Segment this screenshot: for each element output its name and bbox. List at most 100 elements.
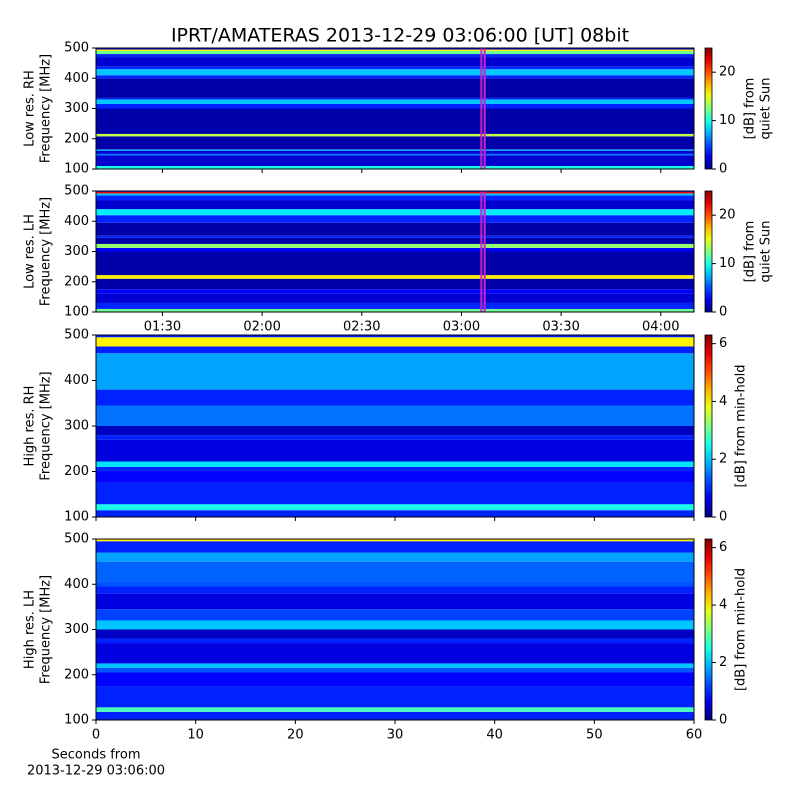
y-axis-label: Frequency [MHz]	[39, 371, 54, 480]
spectrum-band	[96, 165, 694, 169]
spectrum-band	[96, 69, 694, 76]
colorbar-label: [dB] from min-hold	[734, 568, 749, 691]
spectrum-band	[96, 586, 694, 594]
y-axis-label: Frequency [MHz]	[39, 197, 54, 306]
spectrum-band	[96, 149, 694, 151]
spectrum-band	[96, 672, 694, 687]
spectrum-band	[96, 638, 694, 644]
spectrum-band	[96, 275, 694, 279]
y-tick-label: 400	[64, 373, 89, 388]
colorbar-tick-label: 10	[719, 256, 736, 271]
spectrum-band	[96, 191, 694, 194]
y-tick-label: 400	[64, 577, 89, 592]
y-axis-label: Low res. LH	[23, 214, 38, 289]
x-tick-label: 20	[287, 728, 304, 743]
spectrum-band	[96, 686, 694, 708]
spectrum-band	[96, 620, 694, 630]
spectrum-band	[96, 75, 694, 79]
y-axis-label: High res. LH	[23, 590, 38, 669]
colorbar-label: [dB] from	[743, 78, 758, 140]
spectrum-band	[96, 439, 694, 462]
y-tick-label: 200	[64, 131, 89, 146]
colorbar-label: [dB] from min-hold	[734, 364, 749, 487]
colorbar-tick-label: 0	[719, 305, 727, 320]
spectrum-band	[96, 461, 694, 467]
colorbar-tick-label: 4	[719, 598, 727, 613]
spectrum-band	[96, 278, 694, 290]
spectrum-band	[96, 215, 694, 223]
spectrum-band	[96, 97, 694, 100]
y-tick-label: 500	[64, 184, 89, 199]
spectrum-band	[96, 49, 694, 52]
spectrum-band	[96, 302, 694, 309]
spectrum-band	[96, 99, 694, 104]
spectrum-band	[96, 539, 694, 542]
x-tick-label: 0	[92, 728, 100, 743]
spectrum-band	[96, 435, 694, 440]
spectrum-band	[96, 235, 694, 238]
colorbar-tick-label: 0	[719, 162, 727, 177]
y-tick-label: 100	[64, 713, 89, 728]
y-tick-label: 400	[64, 71, 89, 86]
y-axis-label: Low res. RH	[23, 70, 38, 147]
spectrum-band	[96, 222, 694, 236]
spectrum-band	[96, 609, 694, 621]
spectrum-band	[96, 51, 694, 55]
spectrum-band	[96, 504, 694, 511]
spectrum-band	[96, 667, 694, 673]
spectrum-band	[96, 133, 694, 137]
colorbar-tick-label: 6	[719, 336, 727, 351]
x-tick-label: 10	[187, 728, 204, 743]
spectrum-band	[96, 237, 694, 244]
y-tick-label: 200	[64, 464, 89, 479]
colorbar	[704, 47, 713, 170]
spectrum-band	[96, 200, 694, 210]
spectrum-band	[96, 561, 694, 582]
spectrum-band	[96, 426, 694, 436]
x-tick-label: 30	[387, 728, 404, 743]
colorbar-label: quiet Sun	[759, 77, 774, 139]
y-tick-label: 200	[64, 667, 89, 682]
colorbar-tick-label: 20	[719, 65, 736, 80]
spectrum-band	[96, 103, 694, 109]
x-tick-label: 02:30	[343, 320, 380, 335]
y-tick-label: 300	[64, 244, 89, 259]
colorbar-tick-label: 10	[719, 113, 736, 128]
spectrum-band	[96, 405, 694, 426]
x-tick-label: 04:00	[642, 320, 679, 335]
y-tick-label: 500	[64, 41, 89, 56]
x-tick-label: 60	[686, 728, 703, 743]
spectrum-band	[96, 153, 694, 156]
y-tick-label: 100	[64, 305, 89, 320]
spectrum-band	[96, 247, 694, 252]
spectrum-band	[96, 581, 694, 587]
colorbar-label: quiet Sun	[759, 220, 774, 282]
spectrum-band	[96, 209, 694, 216]
spectrum-band	[96, 482, 694, 505]
spectrum-band	[96, 243, 694, 248]
spectrum-band	[96, 78, 694, 98]
y-tick-label: 300	[64, 101, 89, 116]
y-axis-label: Frequency [MHz]	[39, 54, 54, 163]
spectrum-band	[96, 155, 694, 166]
y-tick-label: 100	[64, 162, 89, 177]
spectrum-band	[96, 57, 694, 67]
spectrum-band	[96, 707, 694, 712]
colorbar-tick-label: 2	[719, 452, 727, 467]
figure-title: IPRT/AMATERAS 2013-12-29 03:06:00 [UT] 0…	[171, 25, 629, 47]
y-tick-label: 400	[64, 214, 89, 229]
spectrum-band	[96, 293, 694, 303]
y-tick-label: 300	[64, 419, 89, 434]
spectrum-band	[96, 711, 694, 720]
spectrum-band	[96, 593, 694, 610]
spectrum-band	[96, 136, 694, 150]
spectrum-band	[96, 552, 694, 562]
colorbar-tick-label: 0	[719, 713, 727, 728]
spectrum-band	[96, 193, 694, 196]
spectrum-band	[96, 66, 694, 70]
spectrum-band	[96, 251, 694, 276]
x-tick-label: 50	[586, 728, 603, 743]
colorbar-tick-label: 4	[719, 394, 727, 409]
spectrum-band	[96, 346, 694, 354]
